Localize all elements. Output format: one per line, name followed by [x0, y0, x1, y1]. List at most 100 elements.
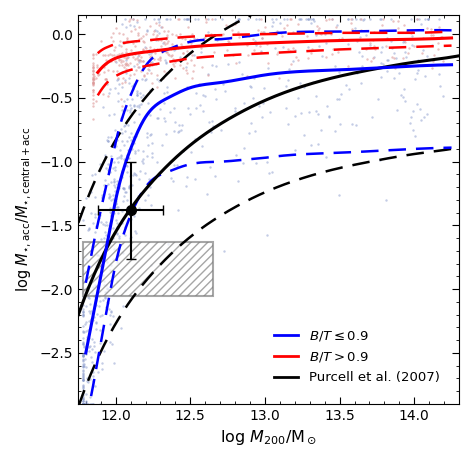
Point — [109, 191, 117, 198]
Point — [115, 56, 122, 64]
Point — [257, 48, 264, 55]
Point — [199, 143, 206, 150]
Point — [103, 80, 110, 87]
Point — [160, 38, 168, 45]
Point — [337, 90, 345, 97]
Point — [107, 339, 114, 346]
Point — [205, 15, 212, 23]
Point — [352, 122, 360, 129]
Point — [358, 53, 365, 60]
Point — [155, 21, 163, 28]
Point — [105, 167, 112, 174]
Point — [423, 110, 430, 118]
Point — [123, 196, 130, 204]
Point — [255, 15, 263, 23]
Point — [175, 34, 183, 41]
Point — [287, 15, 294, 23]
Point — [377, 49, 385, 56]
Point — [109, 224, 117, 231]
Point — [170, 63, 178, 70]
Point — [106, 195, 113, 202]
Point — [181, 15, 188, 23]
Point — [139, 57, 146, 65]
Point — [283, 15, 291, 23]
Point — [94, 71, 102, 79]
Point — [163, 83, 171, 91]
Point — [122, 45, 129, 52]
Point — [98, 359, 106, 367]
Point — [110, 178, 118, 186]
Point — [413, 15, 421, 23]
Point — [198, 63, 205, 71]
Point — [106, 193, 113, 201]
Point — [79, 366, 87, 373]
Point — [138, 75, 146, 82]
Point — [134, 64, 141, 71]
Point — [177, 40, 184, 48]
Point — [377, 73, 385, 81]
Point — [90, 65, 97, 72]
Point — [90, 75, 97, 83]
Point — [80, 267, 88, 274]
Point — [399, 94, 407, 101]
Point — [314, 140, 322, 147]
Point — [312, 29, 319, 36]
Point — [104, 180, 111, 187]
Point — [90, 63, 97, 71]
Point — [113, 231, 121, 238]
Point — [285, 66, 293, 73]
Point — [276, 19, 283, 27]
Point — [86, 310, 94, 317]
Point — [378, 43, 386, 51]
Point — [204, 70, 211, 78]
Point — [79, 400, 87, 407]
Point — [126, 181, 134, 188]
Point — [297, 15, 305, 23]
Point — [162, 118, 169, 125]
Point — [94, 256, 101, 264]
Point — [162, 130, 170, 138]
Point — [114, 75, 122, 82]
Point — [188, 74, 195, 81]
Point — [155, 36, 162, 44]
Point — [163, 34, 171, 41]
Point — [119, 249, 127, 257]
Point — [152, 61, 159, 68]
Point — [325, 15, 332, 23]
Point — [325, 112, 333, 119]
Point — [280, 25, 287, 32]
Point — [312, 31, 320, 39]
Point — [207, 30, 214, 38]
Point — [378, 60, 385, 67]
Point — [307, 49, 315, 56]
Point — [245, 129, 253, 137]
Point — [79, 340, 87, 347]
Point — [312, 92, 319, 100]
Point — [121, 15, 128, 23]
Point — [89, 372, 97, 380]
Point — [136, 168, 144, 175]
Point — [82, 400, 89, 407]
Point — [255, 102, 263, 109]
Point — [272, 44, 279, 52]
Point — [244, 51, 252, 59]
Point — [356, 33, 364, 40]
Point — [139, 46, 146, 53]
Point — [79, 370, 87, 377]
Point — [100, 188, 108, 195]
Point — [84, 327, 91, 334]
Point — [196, 101, 204, 109]
Point — [99, 262, 107, 270]
Point — [357, 26, 365, 34]
Point — [104, 134, 112, 141]
Point — [405, 44, 413, 52]
Point — [79, 394, 87, 401]
Point — [79, 400, 87, 407]
Point — [331, 127, 339, 134]
Point — [79, 381, 87, 388]
Point — [139, 91, 147, 99]
Point — [106, 242, 114, 249]
Point — [411, 132, 419, 140]
Point — [114, 225, 122, 232]
Point — [318, 30, 325, 37]
